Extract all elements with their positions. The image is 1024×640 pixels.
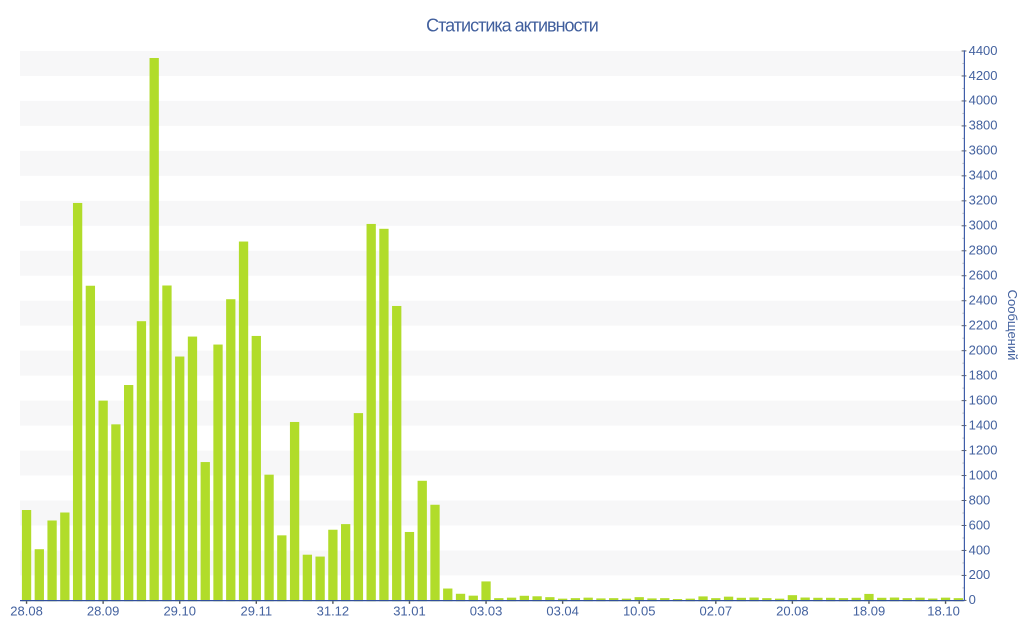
- svg-text:800: 800: [969, 492, 991, 507]
- svg-text:Сообщений: Сообщений: [1005, 290, 1020, 361]
- svg-text:200: 200: [969, 567, 991, 582]
- svg-text:29.11: 29.11: [241, 603, 273, 618]
- svg-text:03.04: 03.04: [546, 603, 579, 618]
- svg-text:3800: 3800: [969, 118, 998, 133]
- svg-text:3000: 3000: [969, 218, 998, 233]
- svg-text:0: 0: [969, 592, 976, 607]
- svg-text:2000: 2000: [969, 342, 998, 357]
- svg-text:1600: 1600: [969, 392, 998, 407]
- svg-text:31.01: 31.01: [393, 603, 426, 618]
- svg-text:Статистика активности: Статистика активности: [426, 16, 598, 36]
- svg-text:20.08: 20.08: [776, 603, 809, 618]
- svg-text:2200: 2200: [969, 318, 998, 333]
- svg-text:31.12: 31.12: [317, 603, 350, 618]
- svg-text:18.09: 18.09: [853, 603, 886, 618]
- svg-text:4000: 4000: [969, 93, 998, 108]
- svg-text:29.10: 29.10: [163, 603, 196, 618]
- svg-text:1000: 1000: [969, 467, 998, 482]
- svg-text:3200: 3200: [969, 193, 998, 208]
- svg-text:02.07: 02.07: [700, 603, 733, 618]
- svg-text:28.09: 28.09: [87, 603, 120, 618]
- svg-text:1800: 1800: [969, 367, 998, 382]
- svg-text:4200: 4200: [969, 68, 998, 83]
- svg-text:2800: 2800: [969, 243, 998, 258]
- svg-text:18.10: 18.10: [927, 603, 960, 618]
- svg-text:2400: 2400: [969, 293, 998, 308]
- svg-text:10.05: 10.05: [623, 603, 656, 618]
- svg-text:2600: 2600: [969, 268, 998, 283]
- svg-text:1400: 1400: [969, 417, 998, 432]
- svg-text:400: 400: [969, 542, 991, 557]
- svg-text:03.03: 03.03: [470, 603, 503, 618]
- svg-text:3400: 3400: [969, 168, 998, 183]
- svg-text:28.08: 28.08: [10, 603, 43, 618]
- svg-text:1200: 1200: [969, 442, 998, 457]
- svg-text:600: 600: [969, 517, 991, 532]
- svg-text:4400: 4400: [969, 43, 998, 58]
- svg-text:3600: 3600: [969, 143, 998, 158]
